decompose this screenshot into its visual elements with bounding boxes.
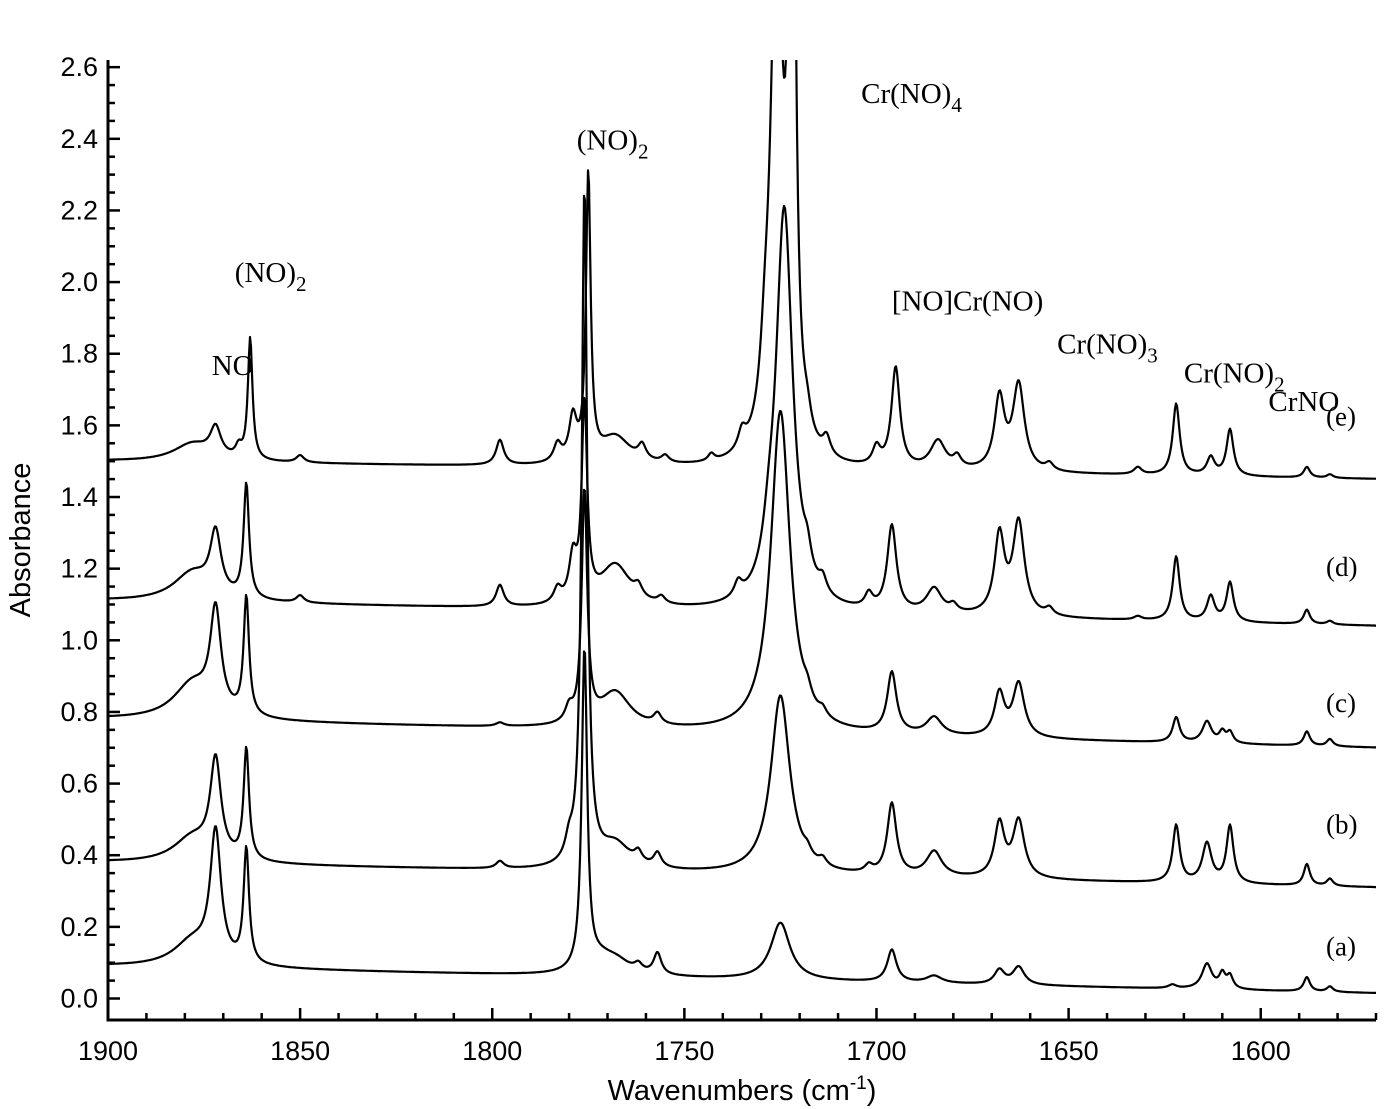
peak-annotation: NO — [212, 350, 254, 382]
y-tick-label: 0.6 — [60, 769, 98, 799]
peak-annotation: Cr(NO)3 — [1057, 329, 1158, 368]
x-tick-label: 1900 — [78, 1036, 138, 1066]
trace-label: (b) — [1326, 810, 1357, 840]
y-tick-label: 0.2 — [60, 912, 98, 942]
y-tick-label: 0.8 — [60, 697, 98, 727]
axes: 0.0 0.2 0.4 0.6 0.8 1.0 1.2 1.4 1.6 1.8 2.0 2.2 2.4 2… — [60, 52, 1378, 1066]
trace-label: (c) — [1326, 688, 1356, 718]
x-tick-label: 1750 — [654, 1036, 714, 1066]
y-tick-label: 2.4 — [60, 124, 98, 154]
peak-annotation: (NO)2 — [577, 125, 649, 164]
y-tick-label: 1.2 — [60, 554, 98, 584]
y-axis-title: Absorbance — [5, 463, 37, 618]
peak-annotation: Cr(NO)2 — [1184, 357, 1285, 396]
spectrum-trace — [108, 60, 1376, 480]
y-tick-label: 1.4 — [60, 482, 98, 512]
peak-annotation: Cr(NO)4 — [861, 78, 962, 117]
axis-frame — [106, 60, 1376, 1022]
peak-annotations: NO (NO)2 (NO)2 Cr(NO)4 [NO]Cr(NO) Cr(NO)3 Cr(N… — [212, 78, 1358, 962]
spectrum-trace — [108, 650, 1376, 994]
y-tick-label: 1.8 — [60, 339, 98, 369]
x-tick-label: 1650 — [1039, 1036, 1099, 1066]
y-tick-label: 0.4 — [60, 840, 98, 870]
peak-annotation: [NO]Cr(NO) — [892, 286, 1043, 318]
y-tick-label: 0.0 — [60, 984, 98, 1014]
y-tick-label: 2.0 — [60, 267, 98, 297]
trace-label: (d) — [1326, 552, 1357, 582]
y-tick-label: 1.6 — [60, 410, 98, 440]
x-tick-label: 1800 — [462, 1036, 522, 1066]
y-tick-label: 2.2 — [60, 195, 98, 225]
y-tick-label: 1.0 — [60, 625, 98, 655]
x-tick-label: 1700 — [846, 1036, 906, 1066]
trace-label: (a) — [1326, 932, 1356, 962]
x-tick-label: 1600 — [1231, 1036, 1291, 1066]
spectrum-traces — [108, 60, 1376, 994]
spectrum-trace — [108, 194, 1376, 889]
y-tick-label: 2.6 — [60, 52, 98, 82]
peak-annotation: (NO)2 — [235, 257, 307, 296]
peak-annotation: CrNO — [1268, 386, 1339, 418]
x-tick-label: 1850 — [270, 1036, 330, 1066]
trace-label: (e) — [1326, 401, 1356, 431]
spectrum-trace — [108, 410, 1376, 749]
x-axis-title: Wavenumbers (cm-1) — [608, 1073, 877, 1107]
spectrum-trace — [108, 204, 1376, 627]
